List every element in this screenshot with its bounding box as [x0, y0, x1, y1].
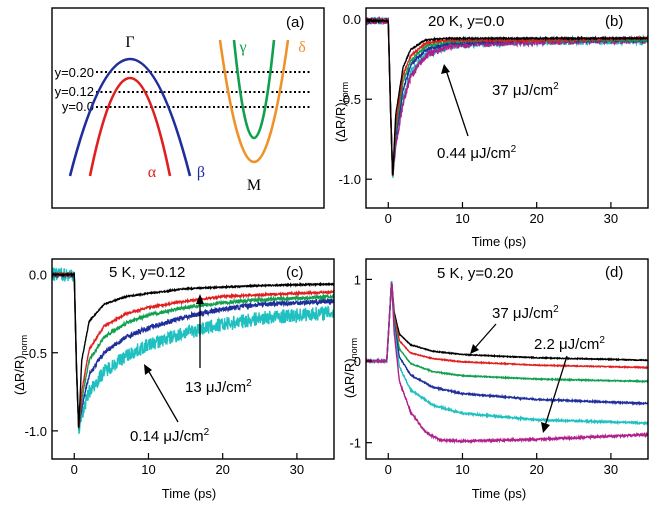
- panel-b-annotation-low: 0.44 μJ/cm2: [437, 144, 517, 162]
- panel-d-frame: [365, 258, 649, 460]
- panel-b-annotation-high: 37 μJ/cm2: [492, 81, 559, 99]
- panel-b-xlabel: Time (ps): [472, 234, 526, 249]
- panel-b-ytick-label-1: -0.5: [339, 92, 361, 107]
- panel-b-xtick-label-3: 30: [604, 211, 618, 226]
- band-alpha-label: α: [148, 164, 157, 181]
- panel-c-xtick-label-1: 10: [141, 462, 155, 477]
- panel-c-series-black: [52, 271, 334, 428]
- panel-b-label: (b): [605, 13, 623, 30]
- panel-c-series-green: [52, 271, 334, 431]
- panel-b-series-red: [366, 17, 648, 176]
- gamma-point-label: Γ: [125, 34, 134, 51]
- level-label-012: y=0.12: [55, 84, 94, 99]
- panel-c-series-cyan: [52, 267, 334, 434]
- panel-b: 0 10 20 30 0.0 -0.5 -1.0 20 K, y=0.0 (b) Time …: [333, 7, 649, 249]
- panel-a: (a) y=0.20 y=0.12 y=0.0 Γ α β γ δ M: [51, 7, 325, 209]
- panel-d-series-red: [366, 281, 648, 370]
- panel-a-label: (a): [286, 14, 304, 31]
- panel-b-series: [366, 15, 648, 178]
- panel-d-arrowhead-low: [541, 422, 550, 433]
- panel-d-arrowhead-high: [470, 344, 479, 354]
- panel-b-xtick-label-1: 10: [455, 211, 469, 226]
- band-gamma-label: γ: [238, 39, 246, 56]
- panel-c-xtick-label-3: 30: [290, 462, 304, 477]
- panel-b-frame: [365, 7, 649, 209]
- panel-d-xtick-label-3: 30: [604, 462, 618, 477]
- panel-c-series: [52, 267, 334, 434]
- band-beta-label: β: [197, 164, 205, 181]
- panel-d-series-blue: [366, 281, 648, 406]
- panel-b-ytick-label-0: 0.0: [343, 12, 361, 27]
- panel-b-arrowhead: [441, 64, 450, 74]
- panel-d-annotation-low: 2.2 μJ/cm2: [534, 335, 605, 353]
- panel-c-series-blue: [52, 271, 334, 429]
- panel-b-title: 20 K, y=0.0: [428, 13, 504, 30]
- level-label-020: y=0.20: [55, 65, 94, 80]
- panel-d-series-magenta: [366, 282, 648, 445]
- panel-c-ytick-label-0: 0.0: [29, 268, 47, 283]
- panel-c-xtick-label-0: 0: [71, 462, 78, 477]
- panel-d-ytick-label-1: 0: [354, 354, 361, 369]
- panel-c-annotation-low: 0.14 μJ/cm2: [130, 427, 210, 445]
- panel-c-title: 5 K, y=0.12: [109, 264, 185, 281]
- band-beta-curve: [68, 57, 192, 177]
- panel-c-ytick-label-1: -0.5: [25, 346, 47, 361]
- panel-b-series-black: [366, 18, 648, 176]
- band-gamma-curve: [232, 39, 276, 139]
- band-delta-curve: [218, 39, 290, 163]
- panel-c-ytick-label-2: -1.0: [25, 424, 47, 439]
- level-label-000: y=0.0: [62, 99, 94, 114]
- panel-c-xlabel: Time (ps): [162, 486, 216, 501]
- panel-a-frame: [51, 7, 325, 209]
- panel-d-xlabel: Time (ps): [472, 486, 526, 501]
- panel-c-annotation-high: 13 μJ/cm2: [185, 378, 252, 396]
- panel-c-xtick-label-2: 20: [215, 462, 229, 477]
- panel-d-series-black: [366, 281, 648, 363]
- panel-b-ylabel: (ΔR/R)norm: [333, 82, 350, 142]
- panel-d-ylabel: (ΔR/R)norm: [342, 338, 359, 398]
- panel-d-ytick-label-2: -1: [349, 436, 361, 451]
- panel-d-arrow-high: [473, 323, 497, 350]
- panel-b-ytick-label-2: -1.0: [339, 172, 361, 187]
- panel-c-axes: 0 10 20 30 0.0 -0.5 -1.0: [25, 268, 305, 477]
- panel-d-annotation-high: 37 μJ/cm2: [492, 304, 559, 322]
- panel-d-xtick-label-1: 10: [455, 462, 469, 477]
- panel-b-xtick-label-0: 0: [385, 211, 392, 226]
- m-point-label: M: [247, 177, 261, 194]
- panel-d-series: [366, 281, 648, 445]
- panel-b-arrow: [445, 69, 469, 137]
- panel-d-xtick-label-0: 0: [385, 462, 392, 477]
- panel-d-label: (d): [605, 264, 623, 281]
- panel-b-axes: 0 10 20 30 0.0 -0.5 -1.0: [339, 12, 619, 226]
- panel-c: 0 10 20 30 0.0 -0.5 -1.0 5 K, y=0.12 (c) Time …: [12, 258, 335, 501]
- panel-c-label: (c): [286, 264, 304, 281]
- panel-b-xtick-label-2: 20: [529, 211, 543, 226]
- band-alpha-curve: [88, 76, 172, 177]
- panel-c-frame: [51, 258, 335, 460]
- panel-d-arrow-low: [544, 355, 568, 427]
- panel-c-ylabel: (ΔR/R)norm: [12, 335, 29, 395]
- panel-c-series-red: [52, 271, 334, 429]
- panel-d-ytick-label-0: 1: [354, 272, 361, 287]
- panel-d-series-cyan: [366, 281, 648, 426]
- panel-c-arrowhead-high: [196, 294, 204, 304]
- panel-c-arrowhead-low: [144, 364, 152, 375]
- band-delta-label: δ: [298, 39, 306, 56]
- panel-d-xtick-label-2: 20: [529, 462, 543, 477]
- panel-d-title: 5 K, y=0.20: [437, 265, 513, 282]
- panel-c-arrow-low: [147, 369, 179, 423]
- panel-d-series-green: [366, 281, 648, 384]
